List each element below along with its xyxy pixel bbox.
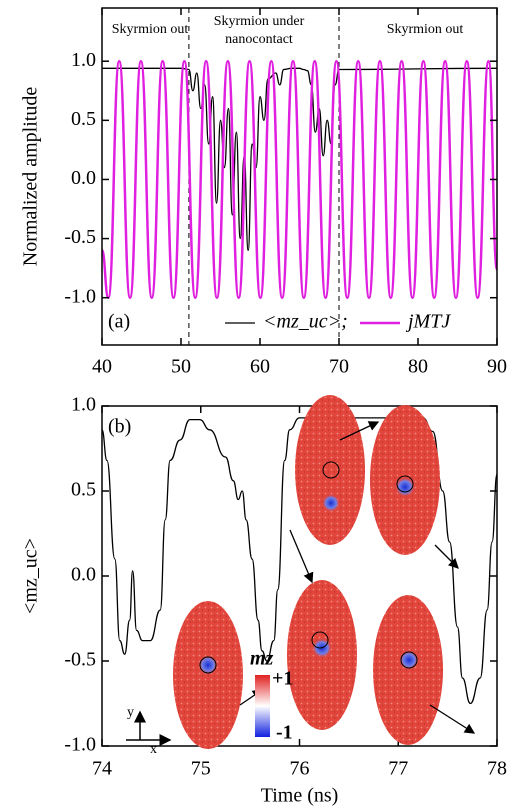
x-tick-label: 78: [487, 758, 507, 780]
plot-area: [102, 8, 497, 345]
skyrmion-snapshot: [373, 595, 443, 745]
x-tick-label: 50: [171, 356, 191, 378]
y-tick-label: -0.5: [64, 226, 96, 248]
x-axis-label: Time (ns): [261, 785, 339, 807]
y-tick-label: -1.0: [64, 734, 96, 756]
y-tick-label: 0.5: [71, 108, 96, 130]
y-tick-label: -0.5: [64, 649, 96, 671]
annotation: Skyrmion out: [387, 22, 464, 37]
x-tick-label: 74: [92, 758, 112, 780]
x-tick-label: 60: [250, 356, 270, 378]
skyrmion-snapshot: [370, 405, 440, 555]
colorbar-title: mz: [250, 648, 274, 670]
x-tick-label: 70: [329, 356, 349, 378]
axis-glyph: [126, 710, 172, 746]
x-tick-label: 90: [487, 356, 507, 378]
y-axis-label: Normalized amplitude: [20, 87, 42, 267]
x-tick-label: 76: [290, 758, 310, 780]
y-axis-label: <mz_uc>: [20, 538, 42, 614]
panel-label: (b): [108, 416, 131, 438]
y-tick-label: 1.0: [71, 394, 96, 416]
skyrmion-snapshot: [295, 395, 365, 545]
y-tick-label: 1.0: [71, 49, 96, 71]
x-tick-label: 80: [408, 356, 428, 378]
x-tick-label: 77: [388, 758, 408, 780]
skyrmion-snapshot: [287, 580, 357, 730]
annotation: nanocontact: [225, 32, 293, 47]
colorbar: [255, 675, 270, 737]
legend-label: <mz_uc>;: [263, 311, 348, 333]
annotation: Skyrmion out: [112, 22, 189, 37]
annotation: Skyrmion under: [214, 14, 305, 29]
data-line: [102, 417, 497, 705]
plots: 40 50 60 70 80 90 -1.0 -0.5 0.0 0.5 1.0 Normalized …: [20, 7, 507, 807]
axis-glyph-label: x: [150, 742, 157, 757]
axis-glyph-label: y: [127, 705, 134, 720]
skyrmion-snapshot: [173, 601, 243, 749]
plot-frame: [101, 7, 498, 346]
legend-label: jMTJ: [405, 311, 451, 333]
x-tick-label: 75: [191, 758, 211, 780]
y-tick-label: 0.5: [71, 479, 96, 501]
data-line: [102, 59, 497, 299]
y-tick-label: -1.0: [64, 285, 96, 307]
plot-area: [102, 417, 497, 705]
y-tick-label: 0.0: [71, 167, 96, 189]
x-tick-label: 40: [92, 356, 112, 378]
colorbar-label: +1: [272, 668, 293, 690]
y-tick-label: 0.0: [71, 564, 96, 586]
insets: mz +1 -1 y x: [126, 395, 476, 757]
panel-label: (a): [108, 311, 130, 333]
colorbar-label: -1: [276, 722, 293, 744]
